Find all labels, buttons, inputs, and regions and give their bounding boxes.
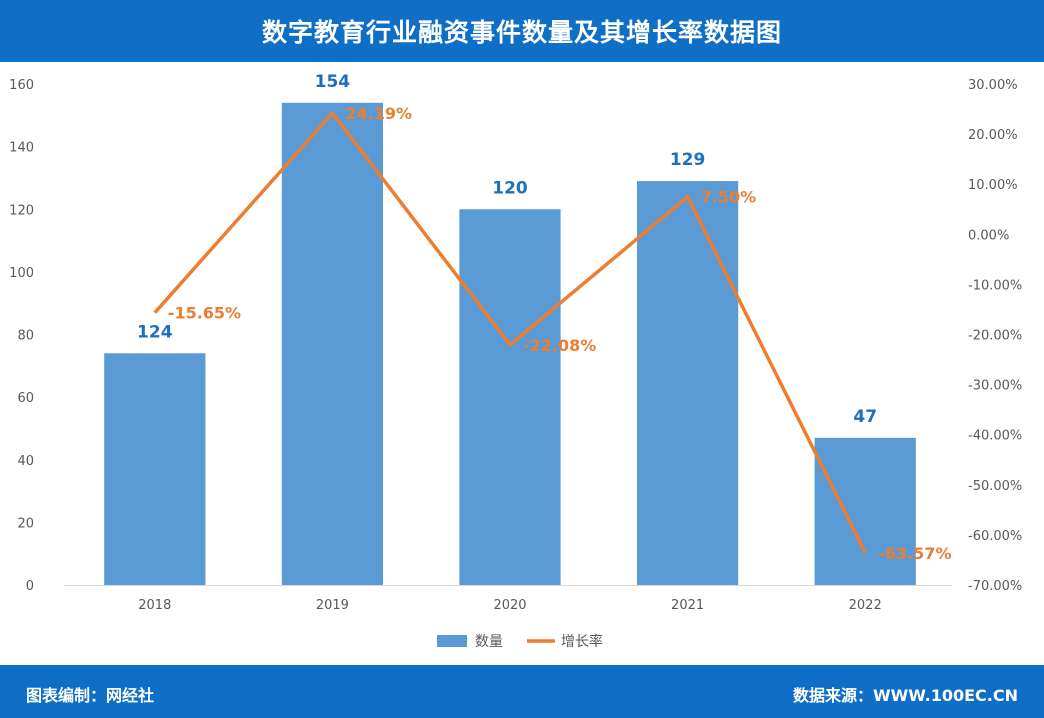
bar-value-label: 47	[853, 407, 877, 427]
bar	[281, 102, 384, 585]
left-axis-tick-label: 80	[17, 329, 34, 344]
x-axis-tick-label: 2020	[493, 598, 526, 613]
x-axis-tick-label: 2018	[138, 598, 171, 613]
right-axis-tick-label: -10.00%	[968, 278, 1022, 293]
line-value-label: -63.57%	[878, 544, 951, 563]
bar-value-label: 120	[492, 178, 528, 198]
growth-rate-line	[153, 111, 867, 554]
left-axis-tick-label: 0	[26, 579, 34, 594]
right-axis-tick-label: -40.00%	[968, 429, 1022, 444]
bar	[814, 437, 916, 585]
footer-source: 数据来源：WWW.100EC.CN	[792, 686, 1018, 705]
footer-compiler: 图表编制：网经社	[26, 686, 155, 705]
bar	[459, 209, 561, 585]
right-axis-tick-label: -60.00%	[968, 529, 1022, 544]
line-value-label: -22.08%	[523, 336, 596, 355]
right-axis-tick-label: -70.00%	[968, 579, 1022, 594]
right-axis-tick-label: -50.00%	[968, 479, 1022, 494]
bar-value-label: 129	[670, 150, 706, 170]
right-axis-tick-label: 10.00%	[968, 178, 1018, 193]
bar	[636, 181, 739, 585]
left-axis-tick-label: 100	[9, 266, 34, 281]
chart-svg: 0 20 40 60 80 100 120 140 160 -70.00% -60.00% -50.0…	[9, 72, 1022, 650]
left-axis-tick-label: 140	[9, 141, 34, 156]
bar	[104, 353, 206, 585]
bar-value-label: 124	[137, 322, 173, 342]
x-axis-tick-label: 2021	[671, 598, 704, 613]
left-axis-tick-label: 60	[17, 391, 34, 406]
chart-footer: 图表编制：网经社 数据来源：WWW.100EC.CN	[0, 665, 1044, 718]
right-axis-tick-label: 0.00%	[968, 228, 1009, 243]
right-axis-tick-label: 20.00%	[968, 128, 1018, 143]
legend-label-line: 增长率	[561, 633, 603, 650]
right-axis-tick-label: -30.00%	[968, 379, 1022, 394]
chart-title: 数字教育行业融资事件数量及其增长率数据图	[261, 18, 782, 47]
x-axis-tick-label: 2019	[316, 598, 349, 613]
left-axis-tick-label: 20	[17, 516, 34, 531]
line-value-label: 24.19%	[345, 104, 412, 123]
right-axis-tick-label: -20.00%	[968, 329, 1022, 344]
legend-swatch-bar	[437, 635, 467, 647]
legend-label-bar: 数量	[475, 634, 503, 650]
chart-header: 数字教育行业融资事件数量及其增长率数据图	[0, 0, 1044, 62]
line-value-label: 7.50%	[701, 188, 757, 207]
line-value-label: -15.65%	[168, 304, 241, 323]
plot-area: 0 20 40 60 80 100 120 140 160 -70.00% -60.00% -50.0…	[0, 62, 1044, 665]
right-axis-tick-label: 30.00%	[968, 78, 1018, 93]
left-axis-tick-label: 160	[9, 78, 34, 93]
left-axis-tick-label: 40	[17, 454, 34, 469]
left-axis-tick-label: 120	[9, 203, 34, 218]
x-axis-tick-label: 2022	[849, 598, 882, 613]
bar-value-label: 154	[315, 72, 351, 92]
